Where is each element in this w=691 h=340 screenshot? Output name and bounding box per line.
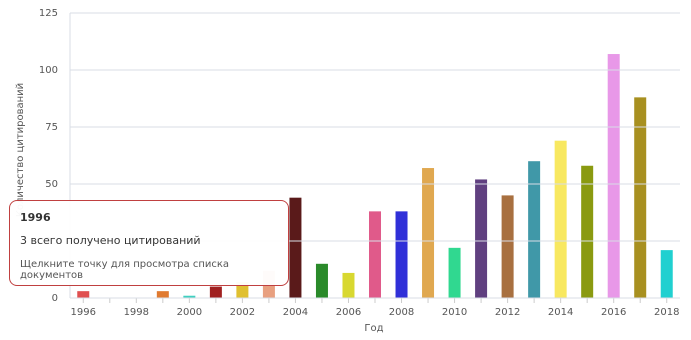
x-tick-label: 2008 — [389, 307, 414, 318]
bar — [236, 282, 249, 298]
bar — [528, 161, 541, 298]
x-tick-label: 2016 — [601, 307, 626, 318]
y-tick-label: 75 — [45, 122, 58, 133]
bar — [77, 291, 90, 298]
bar — [342, 272, 355, 298]
bar — [660, 250, 673, 298]
bar — [422, 168, 435, 298]
x-tick-label: 2004 — [283, 307, 308, 318]
bar — [315, 263, 328, 298]
x-tick-label: 2010 — [442, 307, 467, 318]
bar — [475, 179, 488, 298]
tooltip-title: 1996 — [20, 211, 51, 224]
x-tick-label: 2000 — [177, 307, 202, 318]
x-tick-label: 1996 — [71, 307, 96, 318]
bar — [581, 165, 594, 298]
bar — [156, 291, 169, 298]
y-tick-label: 50 — [45, 179, 58, 190]
x-tick-label: 1998 — [124, 307, 149, 318]
y-tick-label: 100 — [39, 65, 58, 76]
bar — [448, 247, 461, 298]
x-tick-label: 2006 — [336, 307, 361, 318]
bar — [369, 211, 381, 298]
x-tick-label: 2012 — [495, 307, 520, 318]
bar — [634, 97, 647, 298]
x-tick-label: 2002 — [230, 307, 255, 318]
bar — [209, 286, 222, 298]
y-tick-label: 125 — [39, 8, 58, 19]
tooltip: 1996 3 всего получено цитирований Щелкни… — [9, 200, 289, 286]
y-axis-label: Количество цитирований — [15, 83, 26, 217]
bar — [554, 140, 567, 298]
x-tick-label: 2014 — [548, 307, 573, 318]
x-axis-label: Год — [364, 323, 383, 334]
tooltip-hint: Щелкните точку для просмотра списка доку… — [20, 259, 230, 281]
y-tick-label: 0 — [52, 293, 58, 304]
bar — [289, 197, 302, 298]
bar — [183, 295, 196, 298]
bar — [607, 54, 620, 298]
x-tick-label: 2018 — [654, 307, 679, 318]
tooltip-line: 3 всего получено цитирований — [20, 234, 201, 247]
bar — [501, 195, 514, 298]
bar — [395, 211, 408, 298]
